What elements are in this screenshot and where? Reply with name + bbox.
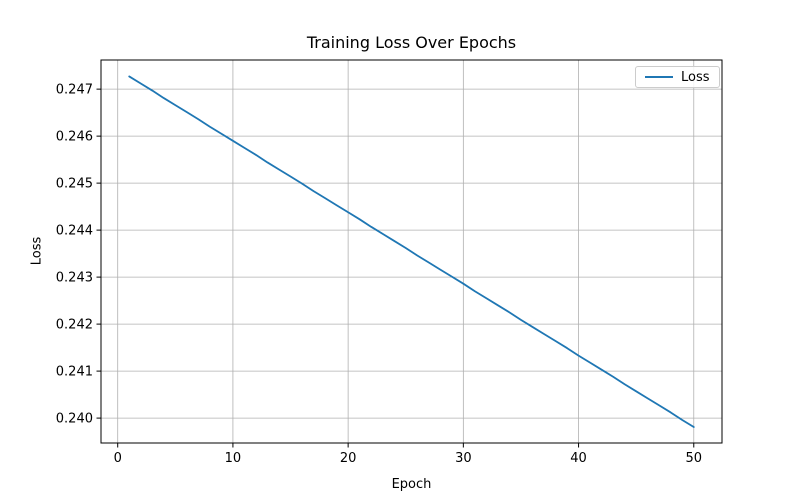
plot-frame [100,59,723,444]
y-tick-label: 0.240 [56,412,93,427]
x-tick-label: 10 [225,451,242,466]
legend-label: Loss [681,69,710,85]
y-tick-label: 0.246 [56,130,93,145]
x-tick-label: 0 [114,451,122,466]
x-tick-label: 50 [685,451,702,466]
y-tick-label: 0.243 [56,271,93,286]
x-tick-label: 20 [340,451,357,466]
x-tick-label: 30 [455,451,472,466]
y-tick-label: 0.242 [56,318,93,333]
loss-line-series [128,75,695,428]
y-tick-label: 0.244 [56,224,93,239]
chart-title: Training Loss Over Epochs [306,33,517,52]
y-axis-label: Loss [29,236,45,266]
legend-line-sample [645,76,673,78]
y-tick-label: 0.247 [56,83,93,98]
legend: Loss [635,66,720,88]
x-axis-label: Epoch [391,477,432,492]
y-tick-label: 0.241 [56,365,93,380]
x-tick-label: 40 [570,451,587,466]
y-tick-label: 0.245 [56,177,93,192]
